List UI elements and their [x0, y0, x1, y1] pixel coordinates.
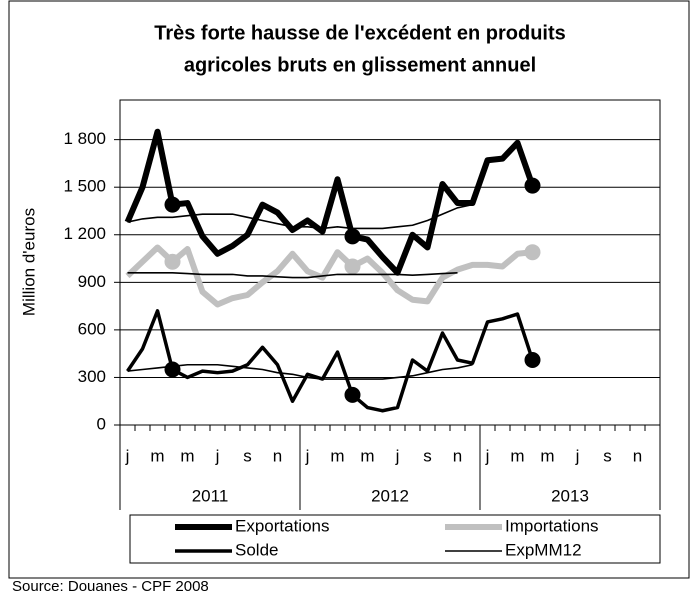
x-tick-label: m [360, 446, 374, 465]
year-label: 2011 [192, 486, 229, 505]
x-tick-label: s [603, 446, 612, 465]
chart-title: agricoles bruts en glissement annuel [184, 54, 536, 76]
x-tick-label: j [575, 446, 580, 465]
series-line [127, 203, 473, 230]
series-line [127, 272, 458, 279]
y-tick-label: 1 800 [63, 129, 106, 148]
marker [344, 386, 361, 403]
y-tick-label: 300 [78, 367, 106, 386]
x-tick-label: j [215, 446, 220, 465]
series-line [125, 244, 533, 308]
x-tick-label: s [423, 446, 432, 465]
marker [524, 177, 541, 194]
x-tick-label: m [510, 446, 524, 465]
x-tick-label: j [125, 446, 130, 465]
x-tick-label: j [485, 446, 490, 465]
marker [344, 258, 361, 275]
legend [129, 514, 661, 564]
chart-frame [8, 0, 690, 579]
x-tick-label: m [330, 446, 344, 465]
legend-label: Importations [505, 516, 599, 535]
year-label: 2012 [371, 486, 409, 505]
x-tick-label: s [243, 446, 252, 465]
x-tick-label: m [150, 446, 164, 465]
marker [164, 253, 181, 270]
series-line [126, 309, 535, 413]
legend-label: ExpMM12 [505, 540, 582, 559]
series-line [127, 363, 473, 380]
x-tick-label: n [453, 446, 462, 465]
marker [164, 361, 181, 378]
source: Source: Douanes - CPF 2008 [12, 578, 209, 595]
series-line [124, 128, 536, 276]
legend-label: Exportations [235, 516, 330, 535]
x-tick-label: n [273, 446, 282, 465]
marker [164, 196, 181, 213]
x-tick-label: j [305, 446, 310, 465]
y-axis-label: Million d'euros [19, 208, 38, 316]
y-tick-label: 1 200 [63, 224, 106, 243]
x-tick-label: n [633, 446, 642, 465]
marker [524, 352, 541, 368]
year-label: 2013 [551, 486, 589, 505]
chart-title: Très forte hausse de l'excédent en produ… [154, 22, 566, 44]
y-tick-label: 1 500 [63, 177, 106, 196]
x-tick-label: j [395, 446, 400, 465]
marker [344, 228, 361, 245]
legend-label: Solde [235, 540, 278, 559]
y-tick-label: 0 [97, 414, 106, 433]
y-tick-label: 900 [78, 272, 106, 291]
x-tick-label: m [540, 446, 554, 465]
x-tick-label: m [180, 446, 194, 465]
marker [524, 244, 541, 261]
y-tick-label: 600 [78, 319, 106, 338]
